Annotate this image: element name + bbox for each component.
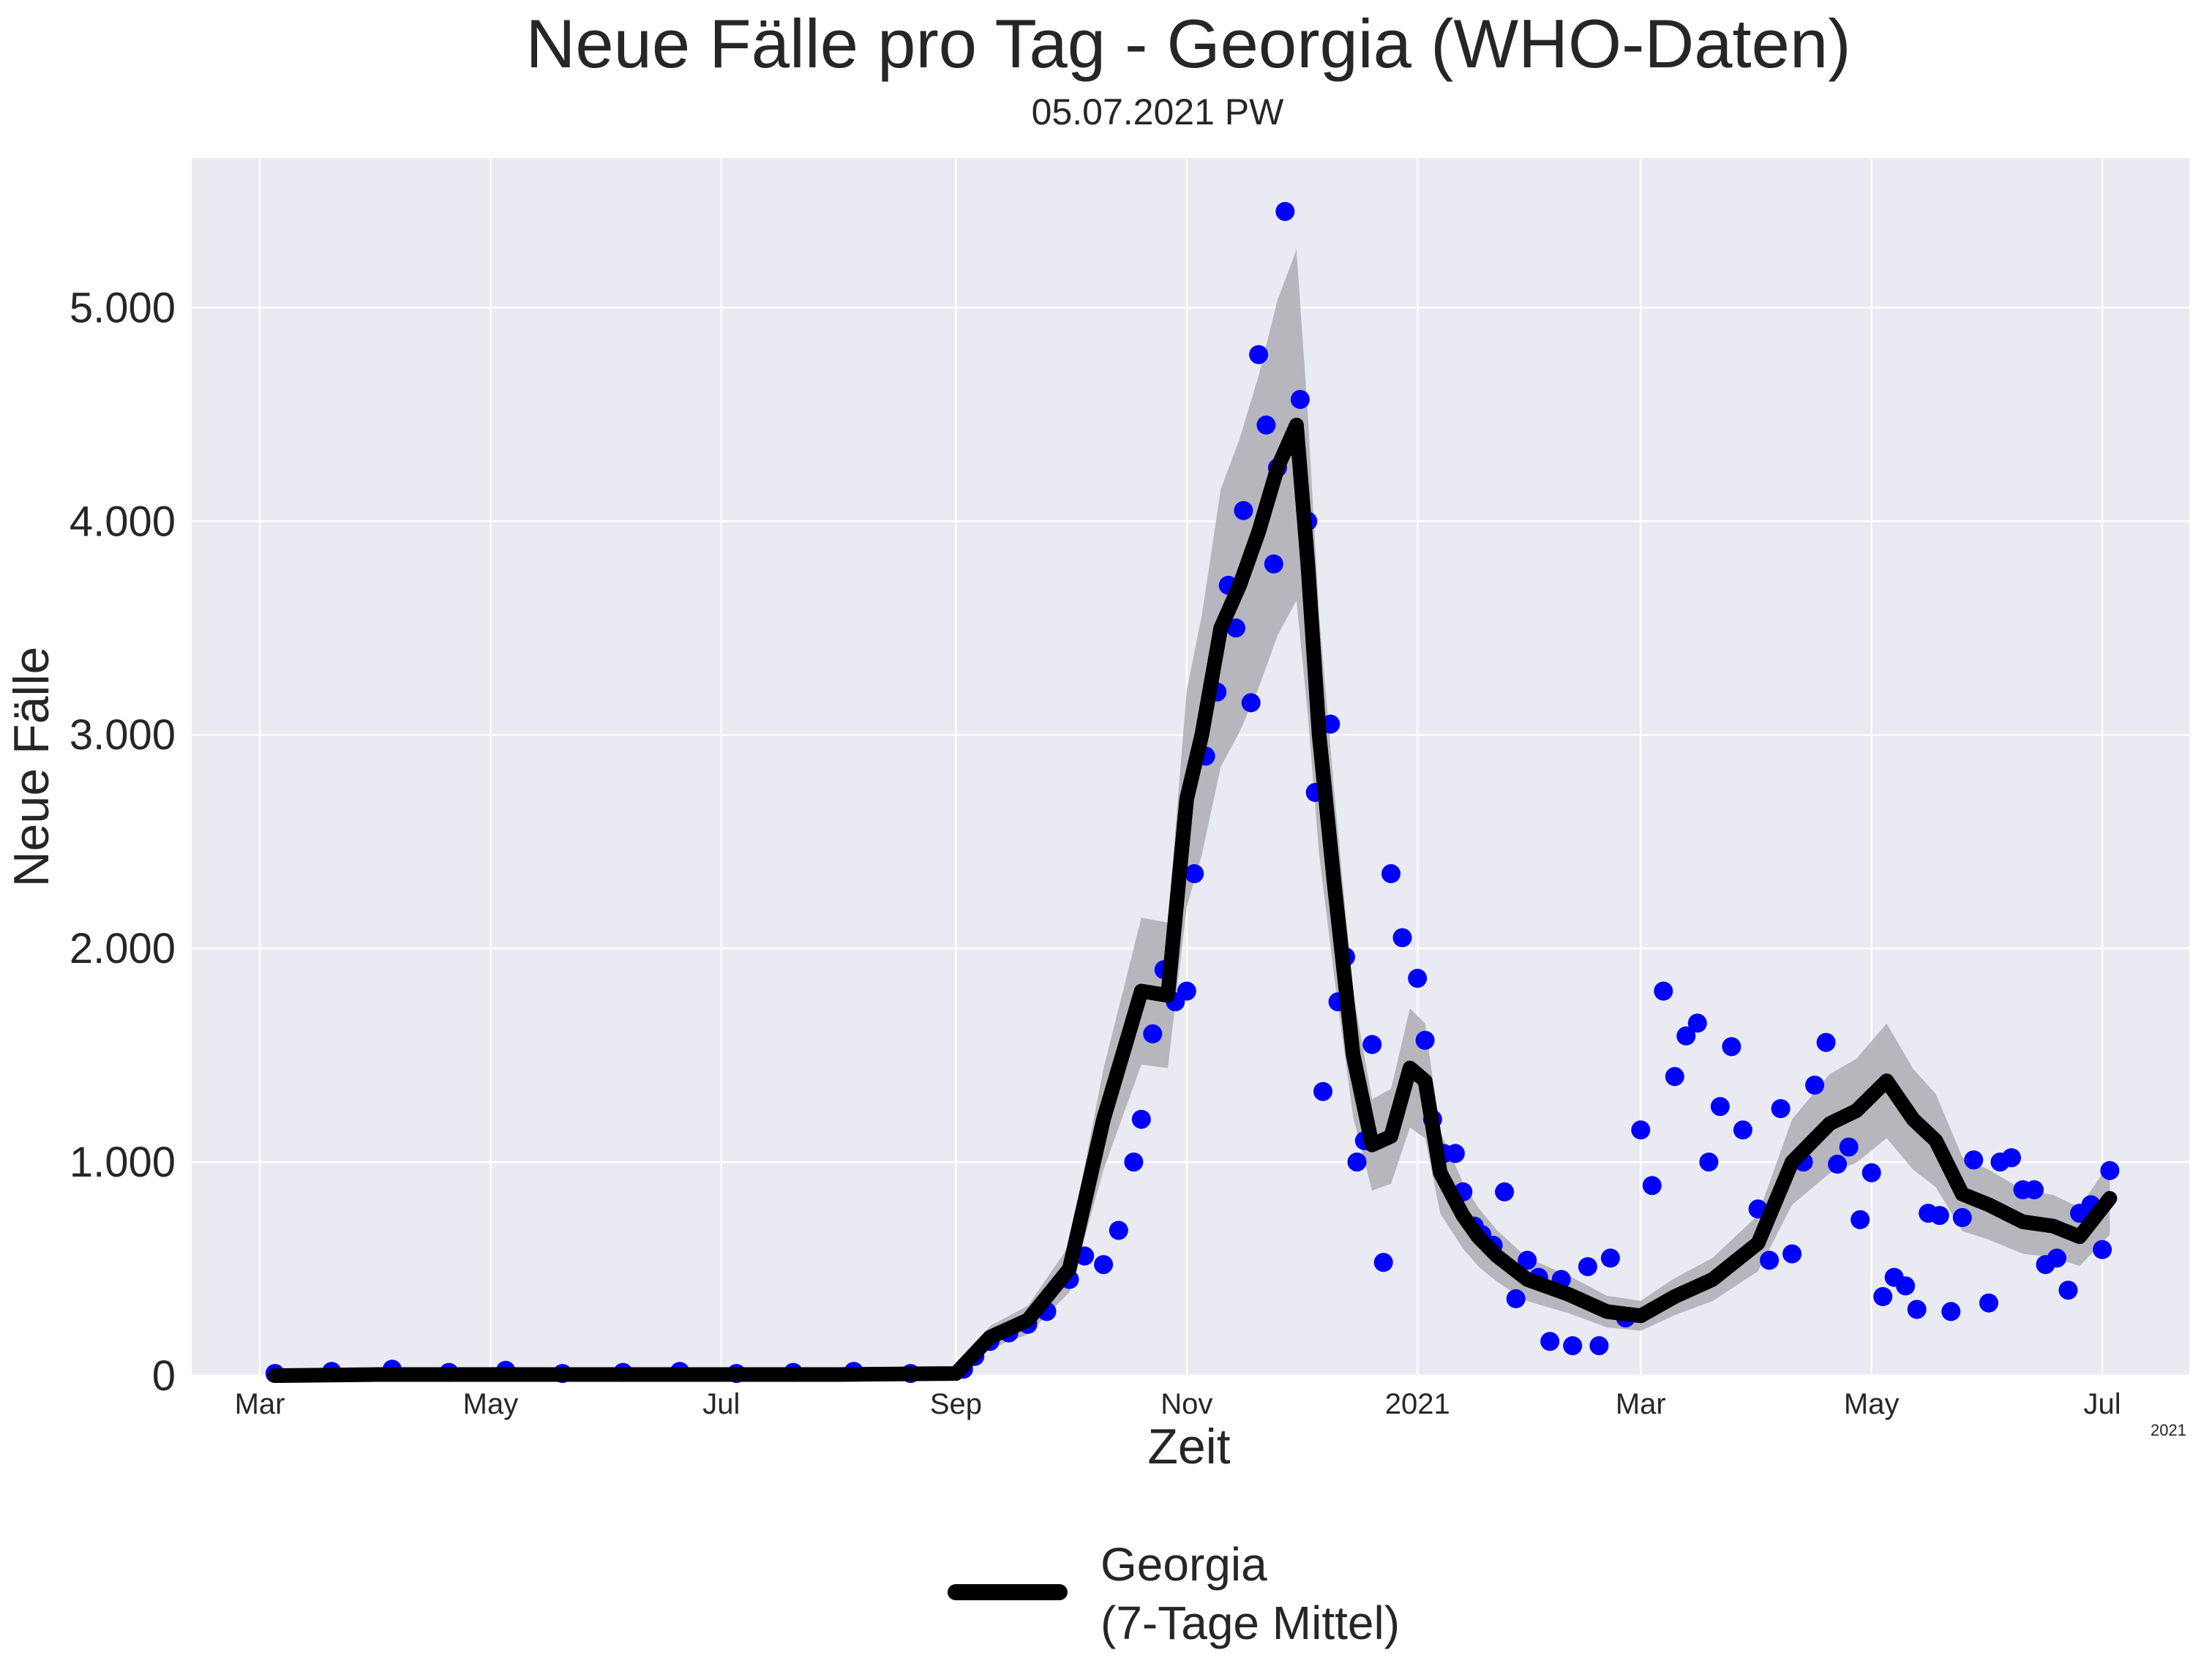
data-point	[1094, 1255, 1114, 1275]
x-tick-label: Jul	[2084, 1388, 2121, 1420]
data-point	[1979, 1293, 1998, 1313]
data-point	[1642, 1176, 1662, 1196]
data-point	[2093, 1240, 2112, 1259]
data-point	[1654, 981, 1673, 1001]
data-point	[1839, 1137, 1859, 1157]
data-point	[1676, 1026, 1696, 1046]
data-point	[1392, 928, 1412, 948]
moving-average-line	[267, 417, 2118, 1383]
data-point	[1851, 1210, 1870, 1229]
data-point	[1687, 1013, 1707, 1033]
data-point	[1408, 969, 1428, 988]
x-offset-year: 2021	[2151, 1421, 2186, 1439]
x-axis-ticks: Mar May Jul Sep Nov 2021 Mar May Jul	[235, 1388, 2121, 1420]
x-tick-label: Mar	[1616, 1388, 1666, 1420]
data-point	[1805, 1076, 1825, 1095]
y-axis-label: Neue Fälle	[4, 647, 59, 888]
data-point	[1347, 1152, 1367, 1172]
legend: Georgia (7-Tage Mittel)	[948, 1538, 1400, 1649]
data-point	[1941, 1302, 1961, 1321]
y-tick-label: 1.000	[70, 1139, 176, 1186]
data-point	[1381, 864, 1401, 883]
data-point	[2047, 1248, 2066, 1268]
x-tick-label: 2021	[1385, 1388, 1450, 1420]
data-point	[1631, 1120, 1651, 1140]
data-point	[1722, 1037, 1741, 1057]
data-point	[1109, 1220, 1128, 1240]
data-point	[1699, 1152, 1719, 1172]
legend-label-line2: (7-Tage Mittel)	[1100, 1597, 1400, 1649]
x-tick-label: May	[1844, 1388, 1900, 1420]
y-tick-label: 0	[152, 1352, 176, 1400]
data-point	[1816, 1032, 1836, 1052]
data-point	[1518, 1250, 1537, 1270]
data-point	[1185, 864, 1204, 883]
data-point	[1930, 1206, 1949, 1226]
data-point	[1578, 1257, 1597, 1277]
data-point	[1415, 1030, 1435, 1050]
data-point	[1760, 1250, 1780, 1270]
data-point	[1241, 693, 1261, 713]
data-point	[1226, 618, 1245, 638]
data-point	[1290, 389, 1310, 409]
x-axis-label: Zeit	[1147, 1419, 1230, 1474]
x-tick-label: Sep	[930, 1388, 982, 1420]
x-tick-label: Nov	[1161, 1388, 1212, 1420]
data-point	[1177, 981, 1196, 1001]
data-point	[1563, 1336, 1583, 1356]
data-point	[1264, 554, 1283, 574]
data-point	[1445, 1144, 1465, 1163]
data-point	[1873, 1287, 1893, 1306]
data-point	[2002, 1148, 2021, 1168]
data-point	[1952, 1208, 1972, 1227]
data-point	[1964, 1150, 1984, 1170]
data-point	[2025, 1180, 2044, 1199]
data-point	[1896, 1276, 1916, 1296]
data-point	[1362, 1035, 1382, 1054]
chart-subtitle: 05.07.2021 PW	[1032, 91, 1284, 132]
data-point	[1495, 1182, 1515, 1201]
y-tick-label: 4.000	[70, 498, 176, 545]
data-point	[1665, 1067, 1684, 1087]
data-point	[1373, 1253, 1393, 1272]
data-point	[1710, 1097, 1730, 1117]
data-point	[1771, 1099, 1791, 1119]
data-point	[1600, 1248, 1620, 1268]
legend-label-line1: Georgia	[1100, 1538, 1267, 1591]
data-point	[1275, 202, 1295, 221]
x-tick-label: Jul	[702, 1388, 740, 1420]
data-point	[1313, 1081, 1332, 1101]
data-point	[1540, 1332, 1560, 1351]
data-point	[1506, 1289, 1526, 1308]
data-point	[1782, 1244, 1802, 1264]
y-tick-label: 2.000	[70, 925, 176, 972]
x-tick-label: May	[463, 1388, 519, 1420]
data-point	[1249, 345, 1269, 364]
data-point	[1733, 1120, 1752, 1140]
data-point	[1861, 1163, 1881, 1182]
data-point	[2058, 1280, 2078, 1300]
data-point	[1907, 1300, 1927, 1319]
data-point	[1828, 1155, 1848, 1174]
chart-title: Neue Fälle pro Tag - Georgia (WHO-Daten)	[525, 5, 1851, 82]
data-point	[1256, 415, 1276, 435]
data-point	[1131, 1109, 1151, 1129]
data-point	[1234, 500, 1253, 520]
y-tick-label: 5.000	[70, 284, 176, 331]
y-tick-label: 3.000	[70, 711, 176, 759]
data-point	[1143, 1024, 1163, 1043]
data-point	[1589, 1336, 1609, 1356]
x-tick-label: Mar	[235, 1388, 285, 1420]
data-point	[1124, 1152, 1144, 1172]
data-point	[2100, 1160, 2120, 1180]
series-line	[267, 417, 2118, 1383]
y-axis-ticks: 0 1.000 2.000 3.000 4.000 5.000	[70, 284, 176, 1400]
